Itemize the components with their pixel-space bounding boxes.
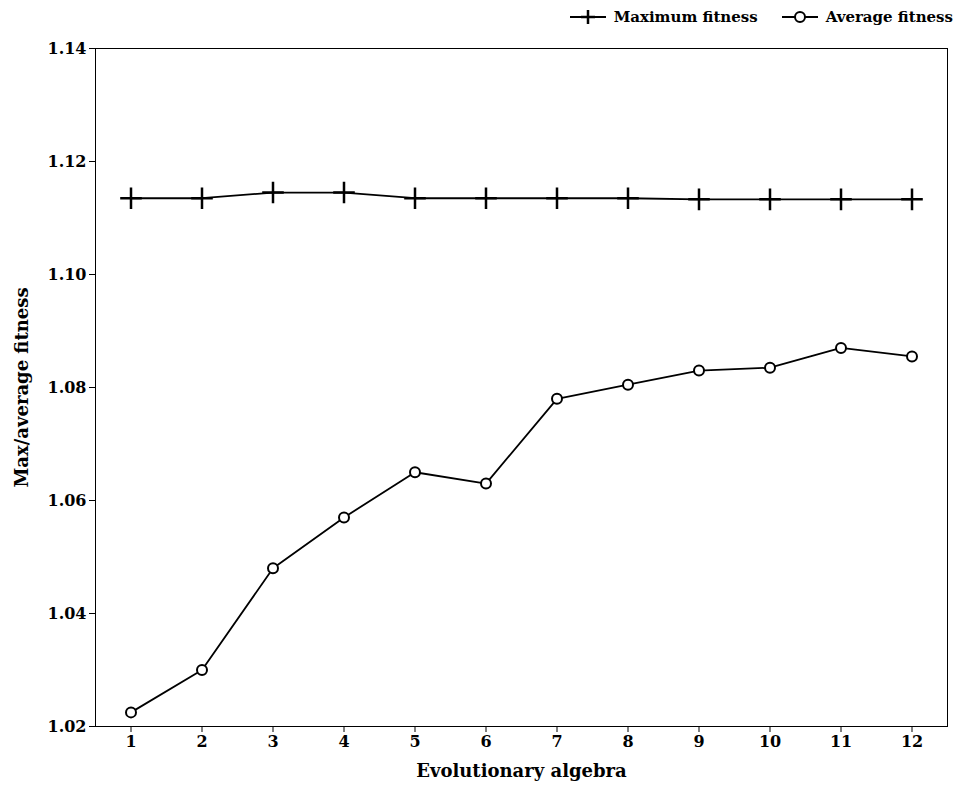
svg-text:1.04: 1.04: [48, 604, 87, 623]
svg-text:1.08: 1.08: [48, 378, 87, 397]
html-text:Maximum fitness: Maximum fitness: [613, 8, 758, 26]
svg-text:1.10: 1.10: [48, 265, 87, 284]
svg-text:10: 10: [759, 732, 781, 751]
svg-text:7: 7: [551, 732, 562, 751]
svg-text:2: 2: [196, 732, 207, 751]
html-text:Average fitness: Average fitness: [825, 8, 953, 26]
svg-text:11: 11: [830, 732, 852, 751]
svg-text:1.12: 1.12: [48, 152, 87, 171]
svg-text:8: 8: [622, 732, 633, 751]
svg-text:1.02: 1.02: [48, 717, 87, 736]
svg-text:1.06: 1.06: [48, 491, 87, 510]
svg-text:4: 4: [338, 732, 349, 751]
svg-text:5: 5: [409, 732, 420, 751]
svg-text:Max/average fitness: Max/average fitness: [11, 287, 32, 487]
svg-text:9: 9: [693, 732, 704, 751]
svg-text:1: 1: [125, 732, 136, 751]
svg-text:3: 3: [267, 732, 278, 751]
svg-text:1.14: 1.14: [48, 39, 87, 58]
svg-text:12: 12: [901, 732, 923, 751]
svg-text:6: 6: [480, 732, 491, 751]
svg-text:Evolutionary algebra: Evolutionary algebra: [416, 760, 627, 781]
